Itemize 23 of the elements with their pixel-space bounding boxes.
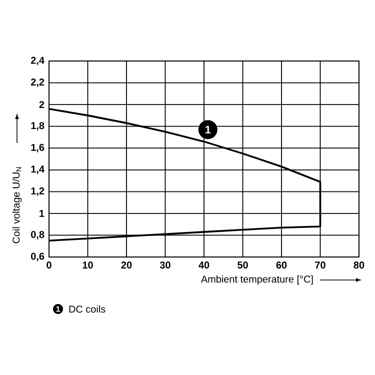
y-tick-label: 0,6 xyxy=(31,252,44,262)
y-tick-label: 2 xyxy=(39,101,44,108)
x-tick-label: 0 xyxy=(46,262,52,269)
y-tick-label: 0,8 xyxy=(31,230,44,240)
x-tick-label: 50 xyxy=(238,262,248,269)
y-tick-label: 1 xyxy=(40,210,44,217)
y-tick-label: 1,4 xyxy=(31,166,44,174)
y-axis-title: Coil voltage U/U$_{N}$ xyxy=(12,167,22,244)
y-tick-label: 2,2 xyxy=(30,78,44,88)
y-tick-label: 1,6 xyxy=(31,144,44,152)
x-tick-label: 80 xyxy=(354,262,364,269)
y-tick-label: 1,2 xyxy=(31,187,44,196)
x-axis-title: Ambient temperature [°C] xyxy=(200,275,313,285)
y-tick-label: 2,4 xyxy=(30,56,44,66)
annotation: 1 xyxy=(206,126,211,134)
text: DC coils xyxy=(69,305,106,313)
x-tick-label: 60 xyxy=(276,262,287,269)
x-tick-label: 70 xyxy=(315,262,326,269)
x-tick-label: 30 xyxy=(160,262,170,269)
y-tick-label: 1,8 xyxy=(31,122,44,131)
x-tick-label: 10 xyxy=(82,262,93,269)
x-tick-label: 20 xyxy=(121,262,132,269)
x-tick-label: 40 xyxy=(198,262,210,269)
